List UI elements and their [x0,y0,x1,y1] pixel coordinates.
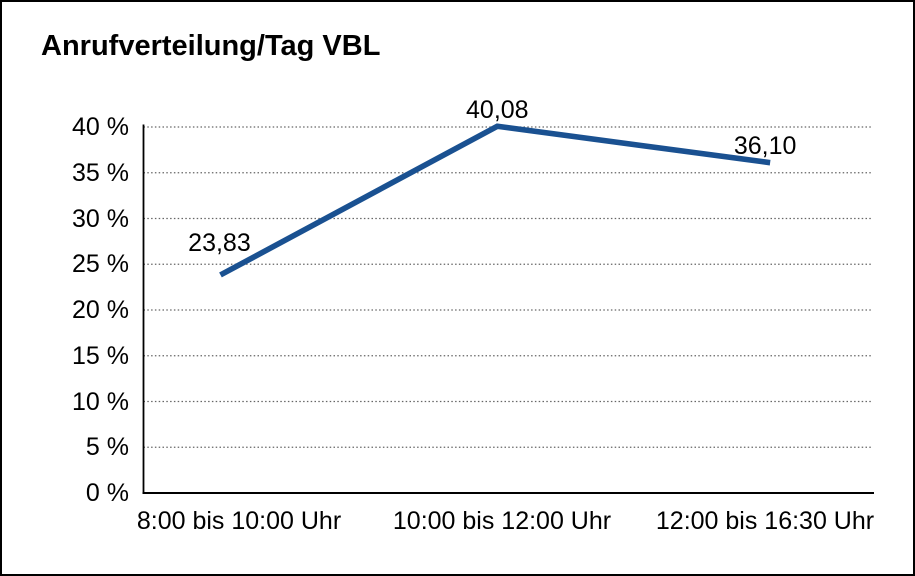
y-tick-label: 10 % [72,387,129,416]
y-tick-label: 15 % [72,341,129,370]
y-tick-label: 20 % [72,296,129,324]
data-point-label: 23,83 [188,228,251,257]
x-tick-label: 12:00 bis 16:30 Uhr [655,507,875,535]
y-tick-label: 35 % [72,158,129,187]
y-tick-label: 30 % [72,204,129,233]
y-tick-label: 25 % [72,250,129,279]
x-tick-label: 8:00 bis 10:00 Uhr [136,507,342,535]
data-point-label: 36,10 [733,131,797,160]
data-point-label: 40,08 [466,96,529,125]
y-tick-label: 40 % [72,113,129,141]
series-line [219,123,771,278]
y-tick-label: 0 % [85,479,129,507]
y-tick-label: 5 % [85,433,129,462]
x-tick-label: 10:00 bis 12:00 Uhr [392,507,612,535]
chart-title: Anrufverteilung/Tag VBL [41,30,381,62]
